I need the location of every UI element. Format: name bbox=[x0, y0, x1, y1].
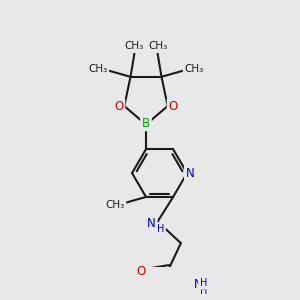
Text: O: O bbox=[136, 265, 145, 278]
Text: B: B bbox=[142, 116, 150, 130]
Text: N: N bbox=[147, 217, 156, 230]
Text: O: O bbox=[169, 100, 178, 112]
Text: N: N bbox=[186, 167, 195, 180]
Text: O: O bbox=[114, 100, 124, 112]
Text: H: H bbox=[157, 224, 164, 233]
Text: N: N bbox=[194, 278, 203, 291]
Text: CH₃: CH₃ bbox=[105, 200, 124, 210]
Text: CH₃: CH₃ bbox=[125, 41, 144, 51]
Text: CH₃: CH₃ bbox=[184, 64, 204, 74]
Text: CH₃: CH₃ bbox=[148, 41, 167, 51]
Text: H: H bbox=[200, 286, 207, 296]
Text: H: H bbox=[200, 278, 207, 288]
Text: CH₃: CH₃ bbox=[88, 64, 108, 74]
